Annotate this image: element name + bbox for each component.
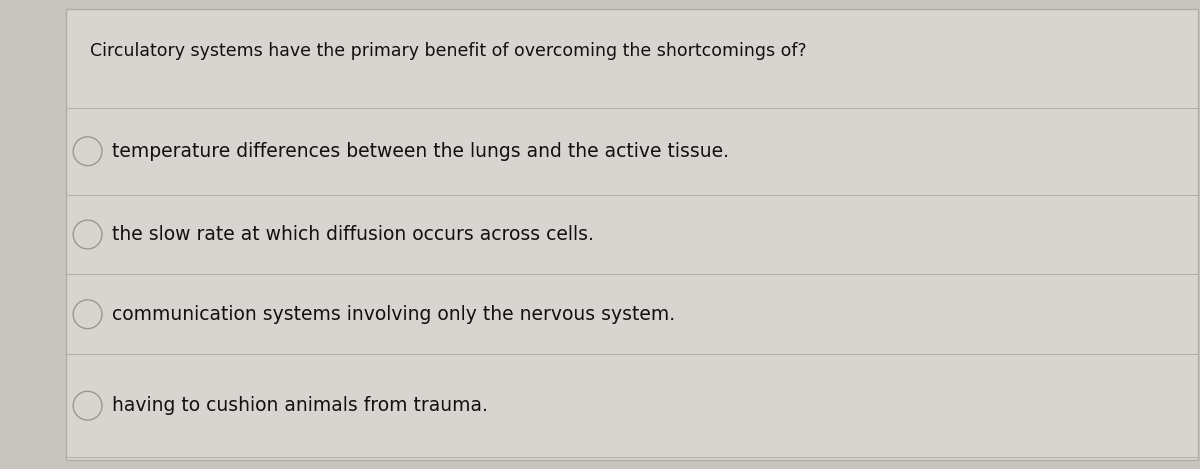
Text: Circulatory systems have the primary benefit of overcoming the shortcomings of?: Circulatory systems have the primary ben… bbox=[90, 42, 806, 60]
Text: temperature differences between the lungs and the active tissue.: temperature differences between the lung… bbox=[112, 142, 728, 161]
Text: communication systems involving only the nervous system.: communication systems involving only the… bbox=[112, 305, 674, 324]
FancyBboxPatch shape bbox=[66, 9, 1198, 460]
Text: having to cushion animals from trauma.: having to cushion animals from trauma. bbox=[112, 396, 487, 415]
Text: the slow rate at which diffusion occurs across cells.: the slow rate at which diffusion occurs … bbox=[112, 225, 594, 244]
